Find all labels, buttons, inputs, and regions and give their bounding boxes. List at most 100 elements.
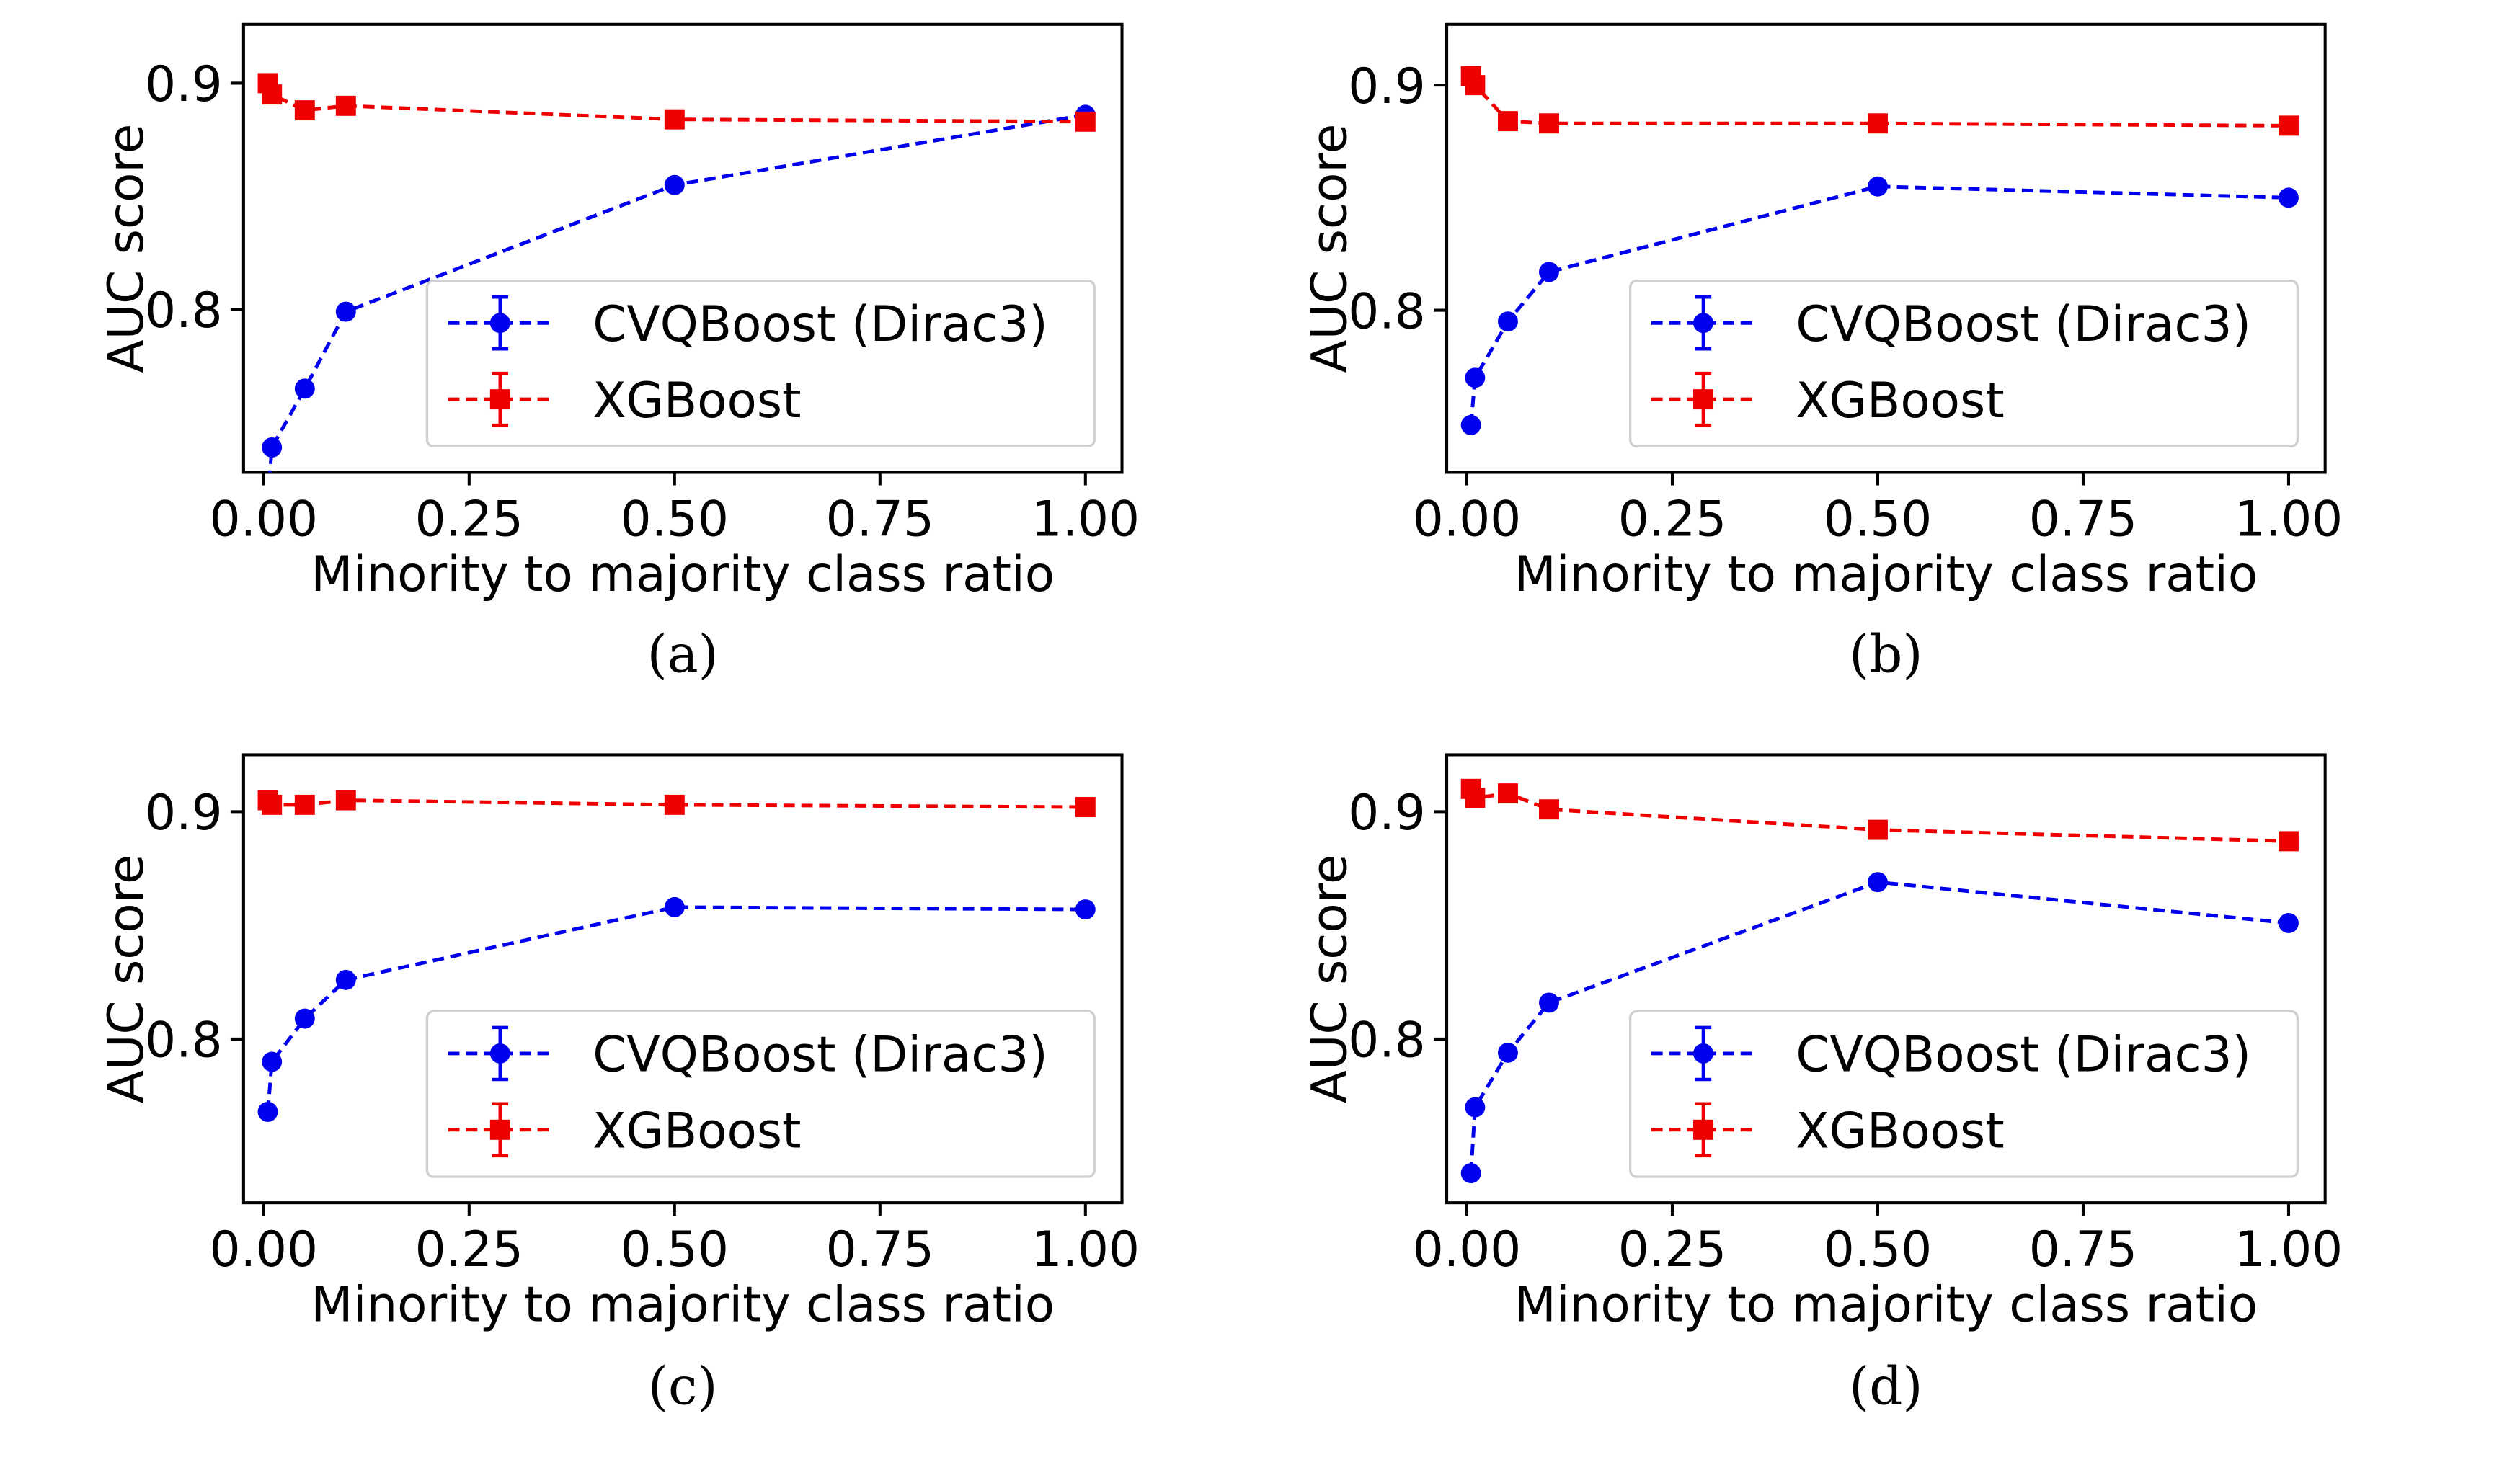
x-tick-label: 0.25 [1618,490,1726,547]
legend-marker-xgboost [1692,389,1713,410]
x-tick-label: 0.25 [1618,1221,1726,1278]
xgboost-point [262,84,283,105]
x-axis-label: Minority to majority class ratio [311,1276,1055,1333]
legend-marker-xgboost [489,1119,510,1140]
y-tick-label: 0.9 [145,784,222,841]
panel-caption: (c) [648,1355,718,1416]
xgboost-point [1465,788,1486,808]
y-tick-label: 0.8 [1348,1012,1425,1069]
cvqboost-point [1465,1097,1486,1118]
legend-box [1628,1010,2299,1178]
legend-label-cvqboost: CVQBoost (Dirac3) [1796,1026,2251,1083]
cvqboost-point [1498,311,1518,332]
legend-label-xgboost: XGBoost [593,1102,801,1159]
x-axis-label: Minority to majority class ratio [1514,1276,2258,1333]
legend-label-xgboost: XGBoost [593,372,801,429]
cvqboost-point [335,301,356,322]
cvqboost-point [262,437,283,458]
x-tick-label: 0.00 [1413,1221,1521,1278]
legend-box [425,280,1096,448]
cvqboost-point [2278,913,2299,933]
plot-area [257,790,1096,1122]
cvqboost-point [257,1101,278,1122]
x-tick-label: 0.75 [826,490,934,547]
x-tick-label: 1.00 [1031,490,1140,547]
xgboost-point [1539,113,1559,134]
cvqboost-point [2278,187,2299,208]
chart-panel-c: 0.00 0.25 0.50 0.75 1.00 0.8 0.9 Minority to ma… [97,753,1140,1416]
y-tick-label: 0.8 [145,282,222,339]
x-tick-label: 0.50 [621,490,729,547]
x-tick-label: 0.00 [210,1221,318,1278]
xgboost-point [1465,75,1486,96]
xgboost-point [294,100,315,121]
x-tick-label: 0.50 [621,1221,729,1278]
legend-label-xgboost: XGBoost [1796,372,2004,429]
plot-area [257,73,1096,473]
xgboost-point [1075,111,1096,132]
x-tick-label: 0.50 [1824,490,1932,547]
x-tick-label: 0.00 [1413,490,1521,547]
x-tick-label: 1.00 [2235,490,2343,547]
xgboost-point [335,790,356,811]
plot-frame [1445,22,2327,474]
xgboost-point [1075,797,1096,818]
legend-label-cvqboost: CVQBoost (Dirac3) [1796,295,2251,352]
plot-frame [241,753,1124,1205]
xgboost-point [1539,799,1559,820]
cvqboost-point [1539,992,1559,1013]
chart-panel-a: 0.00 0.25 0.50 0.75 1.00 0.8 0.9 Minority to ma… [97,22,1140,685]
legend-marker-cvqboost [489,313,510,334]
cvqboost-point [664,174,685,195]
plot-frame [1445,753,2327,1205]
y-tick-label: 0.8 [145,1012,222,1069]
legend-label-cvqboost: CVQBoost (Dirac3) [593,1026,1048,1083]
y-tick-label: 0.8 [1348,282,1425,339]
legend-label-xgboost: XGBoost [1796,1102,2004,1159]
panel-caption: (d) [1849,1355,1922,1416]
xgboost-point [1868,819,1888,840]
cvqboost-point [1075,899,1096,920]
xgboost-point [664,794,685,815]
cvqboost-point [262,1051,283,1072]
xgboost-point [1498,783,1518,804]
xgboost-point [294,794,315,815]
cvqboost-point [1460,414,1481,435]
panel-caption: (b) [1849,624,1922,685]
legend-marker-cvqboost [1692,313,1713,334]
xgboost-point [664,109,685,130]
y-axis-label: AUC score [1300,854,1357,1103]
xgboost-point [262,794,283,815]
cvqboost-point [1868,872,1888,893]
cvqboost-point [335,969,356,990]
y-axis-label: AUC score [97,124,154,373]
y-axis-label: AUC score [97,854,154,1103]
xgboost-point [2278,115,2299,136]
x-tick-label: 1.00 [2235,1221,2343,1278]
legend-label-cvqboost: CVQBoost (Dirac3) [593,295,1048,352]
x-tick-label: 0.75 [2029,490,2137,547]
plot-frame [241,22,1124,474]
xgboost-point [1868,113,1888,134]
x-tick-label: 0.75 [2029,1221,2137,1278]
y-tick-label: 0.9 [145,55,222,112]
panel-caption: (a) [647,624,719,685]
legend-marker-cvqboost [489,1043,510,1064]
chart-panel-b: 0.00 0.25 0.50 0.75 1.00 0.8 0.9 Minority to ma… [1300,22,2343,685]
x-tick-label: 0.00 [210,490,318,547]
cvqboost-point [294,1008,315,1029]
plot-area [1460,66,2299,435]
chart-panel-d: 0.00 0.25 0.50 0.75 1.00 0.8 0.9 Minority to ma… [1300,753,2343,1416]
cvqboost-point [1539,262,1559,282]
plot-area [1460,778,2299,1184]
series-line-cvqboost [1469,880,2289,1174]
x-tick-label: 0.25 [415,490,523,547]
y-tick-label: 0.9 [1348,58,1425,115]
x-tick-label: 0.25 [415,1221,523,1278]
cvqboost-point [1460,1163,1481,1184]
xgboost-point [1498,111,1518,132]
x-axis-label: Minority to majority class ratio [1514,545,2258,602]
x-tick-label: 0.75 [826,1221,934,1278]
xgboost-point [335,95,356,116]
